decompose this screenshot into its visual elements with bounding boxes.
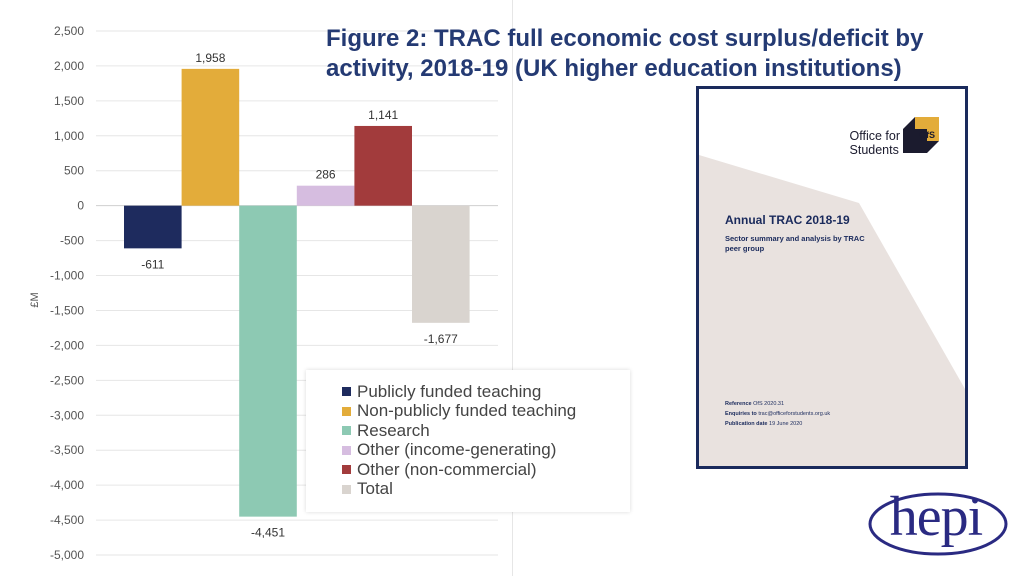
legend-item: Total	[342, 479, 630, 500]
bar-other-non-commercial	[354, 125, 412, 206]
ofs-logo-mark-text: OfS	[919, 130, 935, 140]
legend-item: Research	[342, 421, 630, 441]
legend-swatch	[342, 445, 351, 455]
bars	[124, 68, 470, 517]
y-tick-label: 2,500	[54, 24, 84, 38]
legend-swatch	[342, 426, 351, 436]
chart-legend: Publicly funded teaching Non-publicly fun…	[306, 370, 630, 512]
hepi-logo: hepi	[862, 482, 1010, 564]
y-tick-label: 1,000	[54, 129, 84, 143]
y-tick-label: -2,000	[50, 338, 84, 352]
y-tick-label: 500	[64, 164, 84, 178]
data-label: -1,677	[424, 332, 458, 346]
legend-swatch	[342, 387, 351, 397]
y-tick-label: 2,000	[54, 59, 84, 73]
legend-item: Non-publicly funded teaching	[342, 401, 630, 422]
cover-background-shape	[699, 155, 965, 466]
cover-enquiries: Enquiries to trac@officeforstudents.org.…	[725, 411, 831, 417]
cover-title: Annual TRAC 2018-19	[725, 213, 850, 227]
y-tick-label: -3,000	[50, 408, 84, 422]
y-tick-label: -1,500	[50, 303, 84, 317]
y-tick-label: -500	[60, 234, 84, 248]
bar-non-publicly-funded-teaching	[181, 68, 240, 206]
cover-subtitle: Sector summary and analysis by TRAC peer…	[725, 234, 865, 253]
data-label: 286	[316, 168, 336, 182]
hepi-swoosh-icon	[868, 492, 1008, 556]
bar-total	[412, 205, 470, 323]
legend-item: Publicly funded teaching	[342, 382, 630, 402]
legend-swatch	[342, 465, 351, 475]
bar-research	[239, 205, 297, 517]
legend-swatch	[342, 406, 351, 416]
legend-label: Research	[357, 420, 430, 440]
data-label: -611	[141, 257, 164, 271]
legend-label: Other (non-commercial)	[357, 459, 537, 479]
y-axis-title: £M	[29, 292, 41, 307]
legend-item: Other (income-generating)	[342, 440, 630, 461]
ofs-logo-line2: Students	[849, 143, 899, 157]
data-label: 1,958	[195, 51, 225, 65]
cover-reference: Reference OfS 2020.31	[725, 401, 785, 407]
y-tick-label: 1,500	[54, 94, 84, 108]
y-tick-label: -5,000	[50, 548, 84, 562]
report-cover-thumbnail: Office for Students OfS Annual TRAC 2018…	[696, 86, 968, 469]
legend-label: Other (income-generating)	[357, 440, 557, 460]
figure-title: Figure 2: TRAC full economic cost surplu…	[326, 25, 924, 82]
ofs-logo: Office for Students OfS	[850, 117, 939, 157]
y-tick-labels: 2,500 2,000 1,500 1,000 500 0 -500 -1,000 -1,500…	[50, 24, 84, 562]
hepi-logo-text: hepi	[889, 486, 983, 548]
ofs-logo-line1: Office for	[849, 129, 900, 143]
legend-label: Publicly funded teaching	[357, 381, 542, 401]
cover-publication-date: Publication date 19 June 2020	[725, 421, 803, 427]
y-tick-label: -3,500	[50, 443, 84, 457]
y-tick-label: 0	[77, 199, 84, 213]
y-tick-label: -2,500	[50, 373, 84, 387]
data-label: -4,451	[251, 526, 285, 540]
chart-panel: 2,500 2,000 1,500 1,000 500 0 -500 -1,000 -1,500…	[29, 0, 577, 576]
bar-publicly-funded-teaching	[124, 205, 182, 249]
legend-label: Non-publicly funded teaching	[357, 401, 577, 421]
data-label: 1,141	[368, 108, 398, 122]
y-tick-label: -4,500	[50, 513, 84, 527]
bar-chart: 2,500 2,000 1,500 1,000 500 0 -500 -1,000 -1,500…	[29, 24, 498, 562]
data-labels: -611 1,958 -4,451 286 1,141 -1,677	[141, 51, 458, 540]
ofs-logo-mark-icon: OfS	[903, 117, 939, 153]
bar-other-income-generating	[296, 185, 355, 206]
legend-label: Total	[357, 479, 393, 499]
legend-swatch	[342, 484, 351, 494]
y-tick-label: -1,000	[50, 269, 84, 283]
legend-item: Other (non-commercial)	[342, 460, 630, 480]
y-tick-label: -4,000	[50, 478, 84, 492]
